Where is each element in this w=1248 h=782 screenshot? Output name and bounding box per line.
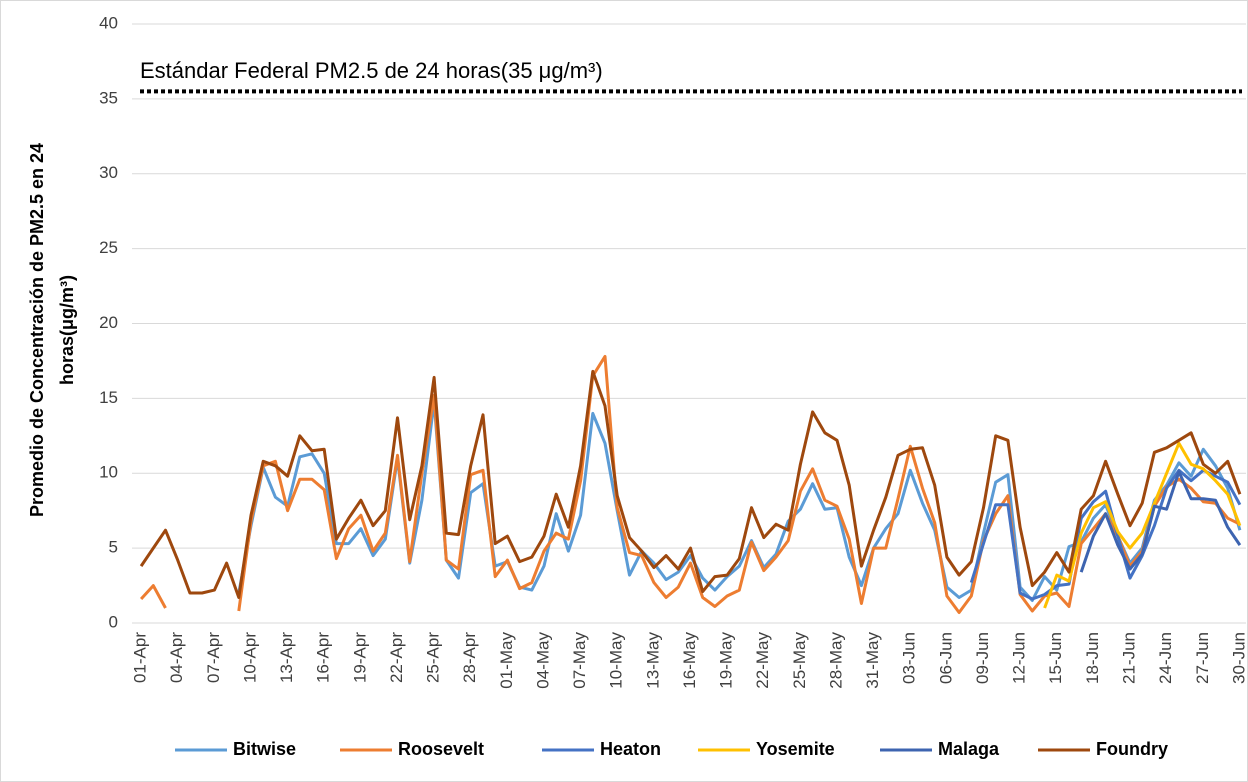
x-tick-label: 13-Apr bbox=[277, 632, 296, 683]
x-tick-label: 19-Apr bbox=[350, 632, 369, 683]
y-tick-label: 10 bbox=[99, 463, 118, 482]
x-tick-label: 06-Jun bbox=[936, 632, 955, 684]
series-line bbox=[1043, 441, 1242, 609]
x-tick-label: 16-Apr bbox=[314, 632, 333, 683]
x-tick-label: 28-May bbox=[826, 632, 845, 689]
series-line bbox=[139, 354, 1241, 614]
y-tick-label: 15 bbox=[99, 388, 118, 407]
x-tick-label: 07-May bbox=[570, 632, 589, 689]
x-tick-label: 13-May bbox=[643, 632, 662, 689]
x-tick-label: 01-May bbox=[497, 632, 516, 689]
series-line bbox=[969, 468, 1242, 601]
x-tick-label: 22-Apr bbox=[387, 632, 406, 683]
y-tick-label: 0 bbox=[109, 612, 118, 631]
x-tick-label: 15-Jun bbox=[1046, 632, 1065, 684]
y-tick-label: 5 bbox=[109, 538, 118, 557]
x-tick-label: 22-May bbox=[753, 632, 772, 689]
y-tick-label: 35 bbox=[99, 88, 118, 107]
legend-label: Heaton bbox=[600, 739, 661, 759]
y-tick-label: 30 bbox=[99, 163, 118, 182]
x-tick-label: 07-Apr bbox=[204, 632, 223, 683]
x-tick-label: 04-Apr bbox=[167, 632, 186, 683]
y-axis-title: Promedio de Concentración de PM2.5 en 24… bbox=[27, 143, 77, 517]
legend-label: Foundry bbox=[1096, 739, 1168, 759]
x-tick-label: 09-Jun bbox=[973, 632, 992, 684]
y-axis-title-line: horas(μg/m³) bbox=[57, 275, 77, 385]
x-tick-label: 25-Apr bbox=[424, 632, 443, 683]
legend-label: Roosevelt bbox=[398, 739, 484, 759]
annotation-text: Estándar Federal PM2.5 de 24 horas(35 μg… bbox=[140, 58, 603, 83]
y-tick-label: 25 bbox=[99, 238, 118, 257]
y-tick-label: 20 bbox=[99, 313, 118, 332]
legend-label: Bitwise bbox=[233, 739, 296, 759]
legend-label: Yosemite bbox=[756, 739, 835, 759]
x-tick-label: 12-Jun bbox=[1010, 632, 1029, 684]
y-tick-label: 40 bbox=[99, 13, 118, 32]
x-tick-label: 01-Apr bbox=[131, 632, 150, 683]
x-tick-label: 03-Jun bbox=[900, 632, 919, 684]
x-tick-label: 31-May bbox=[863, 632, 882, 689]
x-tick-label: 25-May bbox=[790, 632, 809, 689]
series-line bbox=[139, 369, 1242, 599]
x-tick-label: 30-Jun bbox=[1229, 632, 1248, 684]
x-tick-label: 27-Jun bbox=[1193, 632, 1212, 684]
legend-label: Malaga bbox=[938, 739, 1000, 759]
x-tick-label: 16-May bbox=[680, 632, 699, 689]
x-tick-label: 21-Jun bbox=[1120, 632, 1139, 684]
x-tick-label: 04-May bbox=[533, 632, 552, 689]
x-tick-label: 10-Apr bbox=[240, 632, 259, 683]
x-tick-label: 24-Jun bbox=[1156, 632, 1175, 684]
x-tick-label: 18-Jun bbox=[1083, 632, 1102, 684]
series-line bbox=[1079, 470, 1242, 573]
y-axis-title-line: Promedio de Concentración de PM2.5 en 24 bbox=[27, 143, 47, 517]
x-tick-label: 19-May bbox=[717, 632, 736, 689]
x-tick-label: 28-Apr bbox=[460, 632, 479, 683]
x-tick-label: 10-May bbox=[607, 632, 626, 689]
